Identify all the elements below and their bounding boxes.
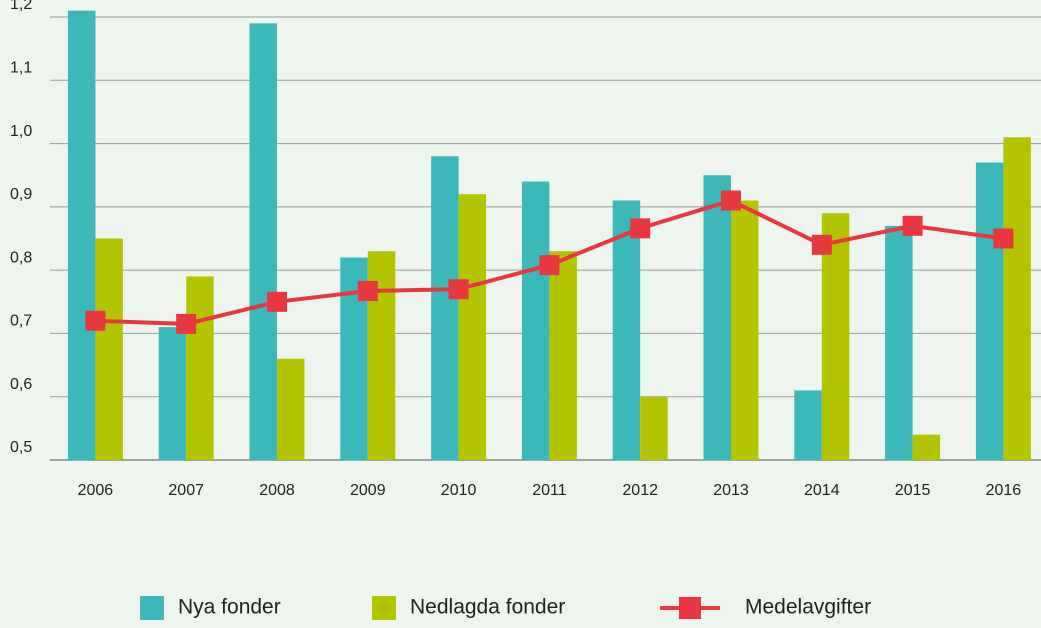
x-tick-label: 2008 [259, 482, 295, 499]
bar [912, 434, 941, 460]
x-tick-label: 2010 [441, 482, 477, 499]
y-tick-label: 1,1 [10, 60, 32, 77]
bar [549, 251, 577, 460]
y-tick-label: 0,5 [10, 439, 32, 456]
bar [703, 175, 731, 460]
line-marker [721, 190, 741, 211]
bar [1003, 137, 1031, 460]
bar [249, 23, 277, 460]
bar [431, 156, 459, 460]
bar [612, 200, 641, 460]
line-marker [85, 310, 106, 331]
bar [186, 276, 214, 460]
bar [95, 238, 123, 460]
legend-swatch [679, 597, 701, 619]
legend-label: Nedlagda fonder [410, 596, 565, 619]
x-tick-label: 2007 [168, 482, 204, 499]
y-tick-label: 1,0 [10, 123, 32, 140]
bar [521, 181, 550, 461]
line-marker [630, 218, 651, 239]
bar [975, 162, 1004, 461]
bar [67, 10, 96, 461]
legend-swatch [140, 596, 164, 620]
x-tick-label: 2009 [350, 482, 386, 499]
legend-label: Nya fonder [178, 596, 281, 619]
bar [640, 396, 668, 460]
line-marker [539, 255, 560, 276]
y-tick-label: 0,9 [10, 186, 32, 203]
legend-label: Medelavgifter [745, 596, 871, 619]
bar [731, 200, 759, 460]
line-marker [267, 291, 287, 312]
legend-swatch [372, 596, 396, 620]
x-tick-label: 2014 [804, 482, 840, 499]
line-marker [176, 313, 197, 334]
x-tick-label: 2011 [532, 482, 567, 499]
bar [158, 327, 187, 460]
y-tick-label: 0,6 [10, 376, 32, 393]
y-tick-label: 0,7 [10, 313, 32, 330]
line-marker [811, 234, 832, 255]
x-tick-label: 2012 [622, 482, 658, 499]
bar [277, 358, 305, 460]
line-marker [993, 228, 1014, 249]
x-tick-label: 2006 [78, 482, 114, 499]
line-marker [357, 281, 378, 302]
line-marker [902, 215, 923, 236]
bar [794, 390, 822, 460]
line-marker [448, 279, 469, 300]
y-tick-label: 0,8 [10, 249, 32, 266]
x-tick-label: 2016 [986, 482, 1022, 499]
x-tick-label: 2013 [713, 482, 749, 499]
x-tick-label: 2015 [895, 482, 931, 499]
bar [458, 194, 487, 460]
y-tick-label: 1,2 [10, 0, 32, 13]
bar [885, 225, 913, 460]
